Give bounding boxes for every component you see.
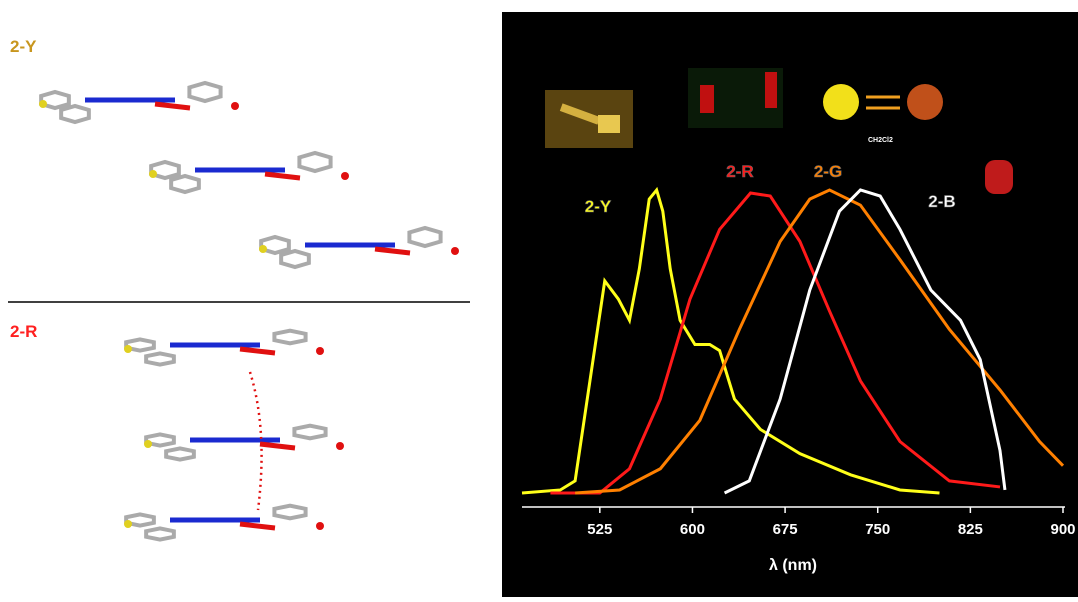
vial — [985, 160, 1013, 194]
panel-label: 2-Y — [10, 37, 37, 56]
figure: 2-Y 2-R CH2Cl2 λ (nm) 525 600 675 750 825 900… — [0, 0, 1078, 597]
atom — [144, 440, 152, 448]
atom — [149, 170, 157, 178]
series-label: 2-Y — [585, 197, 612, 216]
series-label: 2-B — [928, 192, 955, 211]
atom — [259, 245, 267, 253]
x-tick-label: 825 — [958, 521, 983, 538]
crystal — [598, 115, 620, 133]
atom — [231, 102, 239, 110]
crystal — [700, 85, 714, 113]
crystal — [765, 72, 777, 108]
atom — [39, 100, 47, 108]
x-tick-label: 600 — [680, 521, 705, 538]
atom — [336, 442, 344, 450]
powder — [823, 84, 859, 120]
atom — [316, 522, 324, 530]
atom — [316, 347, 324, 355]
inset-label: CH2Cl2 — [868, 137, 893, 144]
x-tick-label: 900 — [1050, 521, 1075, 538]
powder — [907, 84, 943, 120]
atom — [124, 345, 132, 353]
series-label: 2-R — [726, 162, 753, 181]
x-tick-label: 525 — [587, 521, 612, 538]
atom — [124, 520, 132, 528]
panel-label: 2-R — [10, 322, 37, 341]
x-tick-label: 750 — [865, 521, 890, 538]
x-axis-label: λ (nm) — [769, 557, 817, 574]
page: 2-Y 2-R CH2Cl2 λ (nm) 525 600 675 750 825 900… — [0, 0, 1078, 597]
atom — [341, 172, 349, 180]
atom — [451, 247, 459, 255]
x-tick-label: 675 — [773, 521, 798, 538]
series-label: 2-G — [814, 162, 842, 181]
